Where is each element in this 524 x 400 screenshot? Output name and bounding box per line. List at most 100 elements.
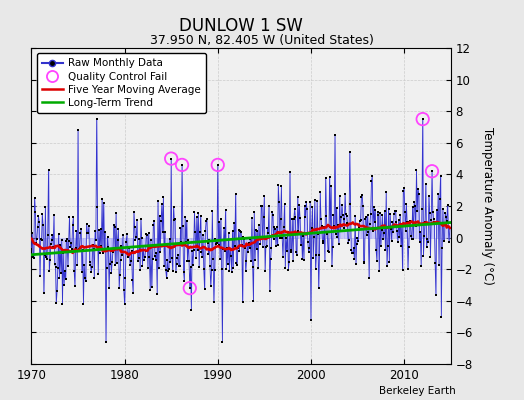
Point [82,221,91,228]
Point [300,256,308,263]
Point [215,218,224,225]
Point [180,278,189,285]
Point [416,239,424,246]
Point [414,191,423,198]
Point [42,254,50,260]
Point [304,249,313,256]
Point [347,247,355,253]
Point [248,215,256,222]
Point [139,243,147,249]
Point [114,226,123,232]
Point [272,224,281,231]
Point [156,249,165,256]
Point [318,223,326,230]
Point [148,284,156,290]
Point [55,274,63,281]
Point [209,255,217,262]
Point [264,230,272,236]
Point [48,231,57,238]
Point [374,212,383,219]
Point [351,212,359,219]
Point [395,234,403,240]
Point [298,230,306,237]
Point [87,268,95,275]
Point [324,249,333,255]
Point [364,229,373,236]
Point [287,248,296,255]
Point [61,276,70,282]
Point [436,173,445,179]
Point [290,206,299,212]
Point [214,242,223,248]
Point [101,228,110,235]
Point [225,268,234,275]
Point [423,236,432,242]
Point [203,240,212,246]
Point [195,229,204,235]
Point [379,236,387,242]
Point [252,227,260,233]
Point [414,186,422,192]
Point [397,243,405,249]
Point [306,199,314,206]
Point [282,248,291,255]
Point [130,224,139,230]
Point [365,275,373,282]
Point [435,196,444,202]
Point [441,210,450,216]
Point [311,196,319,203]
Point [411,203,419,210]
Point [57,270,65,276]
Point [214,162,222,168]
Point [203,216,211,222]
Point [398,267,407,274]
Point [179,223,187,230]
Point [96,226,105,232]
Point [161,229,169,235]
Point [445,239,453,246]
Point [187,264,195,270]
Point [107,270,116,276]
Point [232,191,240,198]
Point [387,226,395,232]
Point [253,246,261,252]
Point [444,224,453,230]
Point [431,260,439,266]
Point [90,274,99,281]
Point [103,265,111,272]
Point [43,232,52,238]
Point [172,260,181,267]
Point [124,251,133,257]
Point [327,182,335,189]
Point [133,216,141,223]
Point [99,250,107,256]
Point [134,254,143,261]
Point [127,258,135,264]
Point [308,225,316,232]
Point [433,219,442,225]
Point [337,214,345,220]
Point [377,227,386,233]
Point [429,208,437,215]
Point [67,240,75,246]
Point [266,288,274,294]
Point [323,230,331,237]
Point [197,249,205,256]
Point [138,263,147,269]
Point [185,258,193,264]
Point [361,259,369,266]
Point [434,191,442,197]
Point [266,255,275,262]
Point [174,252,182,258]
Point [113,260,121,266]
Point [316,189,324,195]
Point [292,249,300,256]
Point [435,262,443,268]
Point [144,265,152,272]
Point [356,217,364,224]
Point [38,211,47,217]
Point [274,182,282,188]
Point [373,257,381,264]
Point [105,284,113,291]
Point [169,268,177,274]
